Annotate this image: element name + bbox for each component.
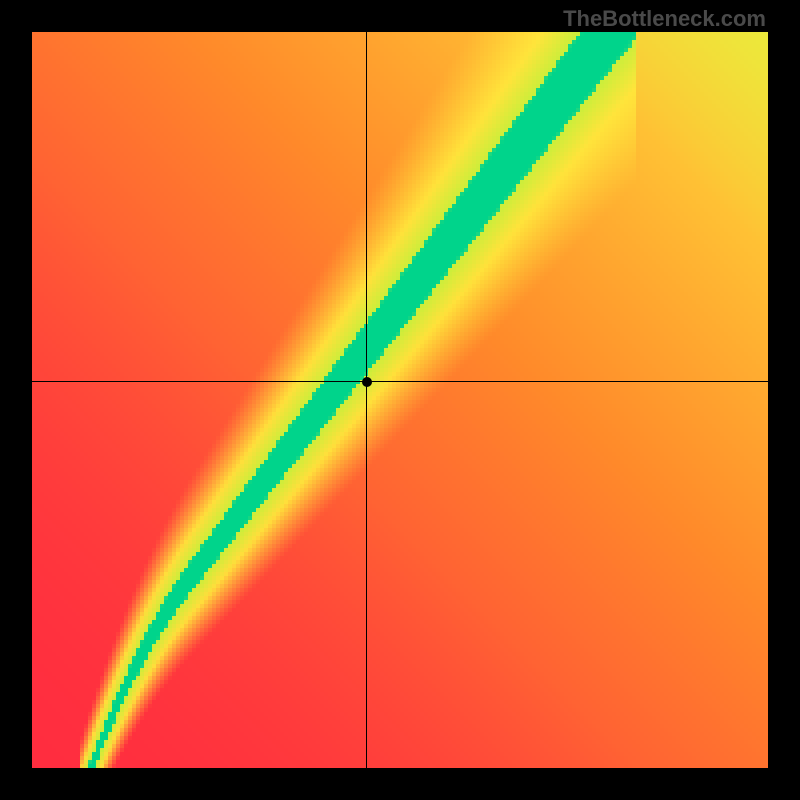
crosshair-vertical	[366, 32, 367, 768]
chart-container: TheBottleneck.com	[0, 0, 800, 800]
crosshair-marker	[362, 377, 372, 387]
bottleneck-heatmap	[32, 32, 768, 768]
watermark-text: TheBottleneck.com	[563, 6, 766, 32]
crosshair-horizontal	[32, 381, 768, 382]
